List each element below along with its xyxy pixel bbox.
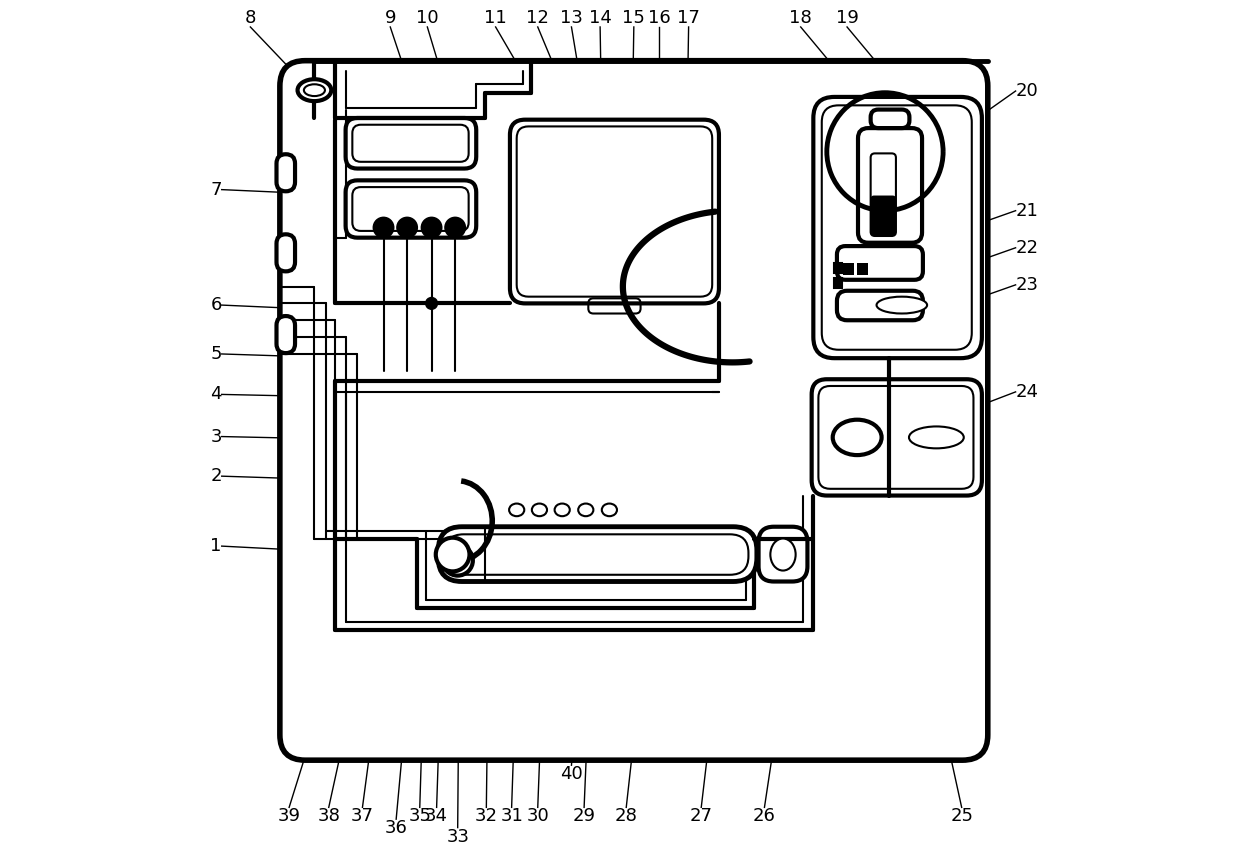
Text: 17: 17 bbox=[678, 9, 700, 27]
Text: 28: 28 bbox=[615, 807, 638, 825]
Text: 40: 40 bbox=[560, 765, 582, 784]
FancyBboxPatch shape bbox=[836, 290, 923, 320]
Text: 38: 38 bbox=[317, 807, 341, 825]
FancyBboxPatch shape bbox=[812, 380, 981, 496]
Ellipse shape bbox=[555, 503, 570, 516]
Text: 22: 22 bbox=[1016, 239, 1038, 256]
FancyBboxPatch shape bbox=[857, 263, 869, 275]
Ellipse shape bbox=[297, 79, 331, 101]
Text: 8: 8 bbox=[244, 9, 256, 27]
Ellipse shape bbox=[909, 426, 964, 448]
Text: 24: 24 bbox=[1016, 383, 1038, 401]
Ellipse shape bbox=[833, 419, 882, 455]
FancyBboxPatch shape bbox=[280, 60, 987, 760]
Text: 23: 23 bbox=[1016, 276, 1038, 294]
FancyBboxPatch shape bbox=[871, 195, 896, 236]
FancyBboxPatch shape bbox=[813, 97, 981, 358]
Text: 29: 29 bbox=[572, 807, 596, 825]
Text: 37: 37 bbox=[351, 807, 374, 825]
Text: 25: 25 bbox=[950, 807, 973, 825]
Text: 19: 19 bbox=[835, 9, 859, 27]
Ellipse shape bbox=[509, 503, 524, 516]
FancyBboxPatch shape bbox=[276, 316, 295, 353]
Text: 33: 33 bbox=[446, 828, 470, 846]
FancyBboxPatch shape bbox=[439, 526, 757, 582]
Circle shape bbox=[396, 216, 418, 239]
Circle shape bbox=[445, 216, 466, 239]
Text: 18: 18 bbox=[789, 9, 812, 27]
Text: 21: 21 bbox=[1016, 202, 1038, 220]
Text: 27: 27 bbox=[690, 807, 712, 825]
Text: 39: 39 bbox=[278, 807, 301, 825]
Ellipse shape bbox=[602, 503, 617, 516]
Circle shape bbox=[373, 216, 394, 239]
Text: 35: 35 bbox=[409, 807, 431, 825]
Text: 36: 36 bbox=[385, 819, 408, 837]
FancyBboxPatch shape bbox=[276, 234, 295, 272]
FancyBboxPatch shape bbox=[857, 128, 922, 243]
Text: 11: 11 bbox=[484, 9, 507, 27]
Text: 30: 30 bbox=[527, 807, 549, 825]
Text: 32: 32 bbox=[475, 807, 498, 825]
Text: 7: 7 bbox=[211, 181, 222, 199]
FancyBboxPatch shape bbox=[843, 263, 854, 275]
Text: 2: 2 bbox=[211, 467, 222, 485]
FancyBboxPatch shape bbox=[276, 155, 295, 191]
Ellipse shape bbox=[304, 84, 325, 96]
Text: 34: 34 bbox=[425, 807, 449, 825]
FancyBboxPatch shape bbox=[510, 120, 719, 303]
Text: 1: 1 bbox=[211, 537, 222, 555]
Ellipse shape bbox=[579, 503, 593, 516]
Text: 3: 3 bbox=[211, 428, 222, 446]
FancyBboxPatch shape bbox=[836, 246, 923, 280]
Text: 13: 13 bbox=[560, 9, 582, 27]
Circle shape bbox=[436, 537, 470, 571]
Text: 6: 6 bbox=[211, 296, 222, 314]
FancyBboxPatch shape bbox=[834, 263, 843, 273]
Ellipse shape bbox=[532, 503, 548, 516]
Text: 10: 10 bbox=[416, 9, 439, 27]
Text: 20: 20 bbox=[1016, 82, 1038, 100]
Text: 5: 5 bbox=[211, 345, 222, 363]
Circle shape bbox=[426, 297, 437, 309]
Text: 16: 16 bbox=[648, 9, 670, 27]
FancyBboxPatch shape bbox=[758, 526, 808, 582]
Text: 12: 12 bbox=[527, 9, 549, 27]
Circle shape bbox=[420, 216, 442, 239]
Text: 31: 31 bbox=[501, 807, 523, 825]
Ellipse shape bbox=[771, 538, 795, 571]
Text: 14: 14 bbox=[589, 9, 612, 27]
Circle shape bbox=[442, 545, 473, 576]
Ellipse shape bbox=[876, 296, 927, 313]
Text: 4: 4 bbox=[211, 385, 222, 403]
Text: 15: 15 bbox=[622, 9, 646, 27]
FancyBboxPatch shape bbox=[834, 278, 843, 288]
Text: 26: 26 bbox=[753, 807, 776, 825]
Text: 9: 9 bbox=[384, 9, 396, 27]
